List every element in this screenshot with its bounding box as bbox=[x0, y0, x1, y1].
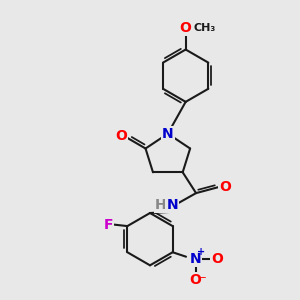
Text: ⁻: ⁻ bbox=[200, 274, 206, 287]
Text: N: N bbox=[167, 198, 178, 212]
Text: CH₃: CH₃ bbox=[194, 23, 216, 33]
Text: O: O bbox=[190, 274, 202, 287]
Text: O: O bbox=[211, 252, 223, 266]
Text: O: O bbox=[180, 21, 192, 35]
Text: H: H bbox=[155, 198, 167, 212]
Text: F: F bbox=[103, 218, 113, 232]
Text: +: + bbox=[197, 247, 206, 256]
Text: O: O bbox=[115, 129, 127, 143]
Text: N: N bbox=[162, 127, 174, 141]
Text: N: N bbox=[190, 252, 201, 266]
Text: O: O bbox=[219, 180, 231, 194]
